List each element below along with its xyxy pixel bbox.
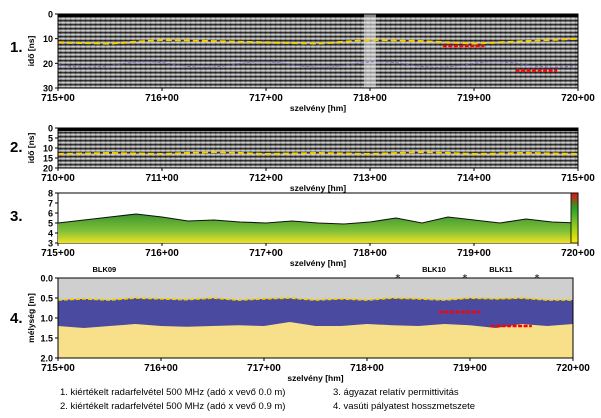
ytick-label: 0.5 xyxy=(40,294,53,304)
xtick-label: 719+00 xyxy=(457,93,491,104)
ytick-label: 10 xyxy=(43,144,53,154)
xtick-label: 717+00 xyxy=(247,363,281,374)
xtick-label: 718+00 xyxy=(350,363,384,374)
radargram-surface-band xyxy=(58,128,578,131)
x-axis-label: szelvény [hm] xyxy=(287,373,343,383)
xtick-label: 711+00 xyxy=(145,173,179,184)
panel-2-number: 2. xyxy=(10,139,23,156)
x-axis-label: szelvény [hm] xyxy=(290,258,346,268)
panel-3-number: 3. xyxy=(10,208,23,225)
legend-4: 4. vasúti pályatest hosszmetszete xyxy=(333,401,476,412)
xtick-label: 715+00 xyxy=(41,93,75,104)
x-axis-label: szelvény [hm] xyxy=(290,103,346,113)
xtick-label: 710+00 xyxy=(41,173,75,184)
ytick-label: 0 xyxy=(48,10,53,20)
xtick-label: 720+00 xyxy=(561,93,595,104)
ytick-label: 5 xyxy=(48,219,53,229)
ytick-label: 20 xyxy=(43,59,53,69)
ytick-label: 20 xyxy=(43,164,53,174)
xtick-label: 720+00 xyxy=(556,363,590,374)
blk-label: BLK11 xyxy=(489,265,512,274)
permittivity-line xyxy=(57,213,579,225)
panel-4-number: 4. xyxy=(10,310,23,327)
xtick-label: 715+00 xyxy=(561,173,595,184)
ytick-label: 1.0 xyxy=(40,314,53,324)
color-scale-bar xyxy=(570,192,579,244)
horizon-line xyxy=(57,37,579,45)
xtick-label: 716+00 xyxy=(144,363,178,374)
radargram-bright-zone xyxy=(364,14,376,88)
ytick-label: 5 xyxy=(48,134,53,144)
xtick-label: 715+00 xyxy=(41,363,75,374)
x-axis-label: szelvény [hm] xyxy=(290,183,346,193)
radargram-noise xyxy=(58,14,578,88)
ytick-label: 0 xyxy=(48,124,53,134)
radargram-surface-band xyxy=(58,14,578,17)
panel-frame xyxy=(57,13,579,89)
ytick-label: 15 xyxy=(43,154,53,164)
horizon-line xyxy=(57,150,579,156)
xtick-label: 718+00 xyxy=(353,248,387,259)
ytick-label: 3 xyxy=(48,239,53,249)
blk-label: BLK10 xyxy=(422,265,446,274)
y-axis-label: idő [ns] xyxy=(26,132,36,163)
xtick-label: 719+00 xyxy=(457,248,491,259)
ytick-label: 8 xyxy=(48,189,53,199)
radargram-noise xyxy=(58,128,578,168)
xtick-label: 717+00 xyxy=(249,93,283,104)
y-axis-label: idő [ns] xyxy=(26,35,36,66)
blk-label: BLK09 xyxy=(92,265,116,274)
ytick-label: 4 xyxy=(48,229,53,239)
ytick-label: 1.5 xyxy=(40,334,53,344)
ytick-label: 10 xyxy=(43,34,53,44)
xtick-label: 716+00 xyxy=(145,248,179,259)
radargram-secondary-reflector xyxy=(57,61,579,69)
ballast-top-line xyxy=(57,297,573,301)
ytick-label: 0.0 xyxy=(40,274,53,284)
xtick-label: 712+00 xyxy=(249,173,283,184)
xtick-label: 716+00 xyxy=(145,93,179,104)
xtick-label: 718+00 xyxy=(353,93,387,104)
xtick-label: 715+00 xyxy=(41,248,75,259)
panel-4-group: * * *BLK09 BLK10 BLK114.0.00.51.01.52.0715+0… xyxy=(10,265,590,383)
ytick-label: 2.0 xyxy=(40,354,53,364)
ballast-layer xyxy=(58,298,573,328)
panel-1-number: 1. xyxy=(10,39,23,56)
xtick-label: 717+00 xyxy=(249,248,283,259)
legend-3: 3. ágyazat relatív permittivitás xyxy=(333,387,459,398)
xtick-label: 720+00 xyxy=(561,248,595,259)
xtick-label: 713+00 xyxy=(353,173,387,184)
air-layer xyxy=(58,278,573,300)
xtick-label: 719+00 xyxy=(453,363,487,374)
ytick-label: 6 xyxy=(48,209,53,219)
xtick-label: 714+00 xyxy=(457,173,491,184)
ytick-label: 30 xyxy=(43,84,53,94)
legend-2: 2. kiértékelt radarfelvétel 500 MHz (adó… xyxy=(60,401,286,412)
legend-1: 1. kiértékelt radarfelvétel 500 MHz (adó… xyxy=(60,387,286,398)
ytick-label: 7 xyxy=(48,199,53,209)
y-axis-label: mélység [m] xyxy=(26,293,36,343)
